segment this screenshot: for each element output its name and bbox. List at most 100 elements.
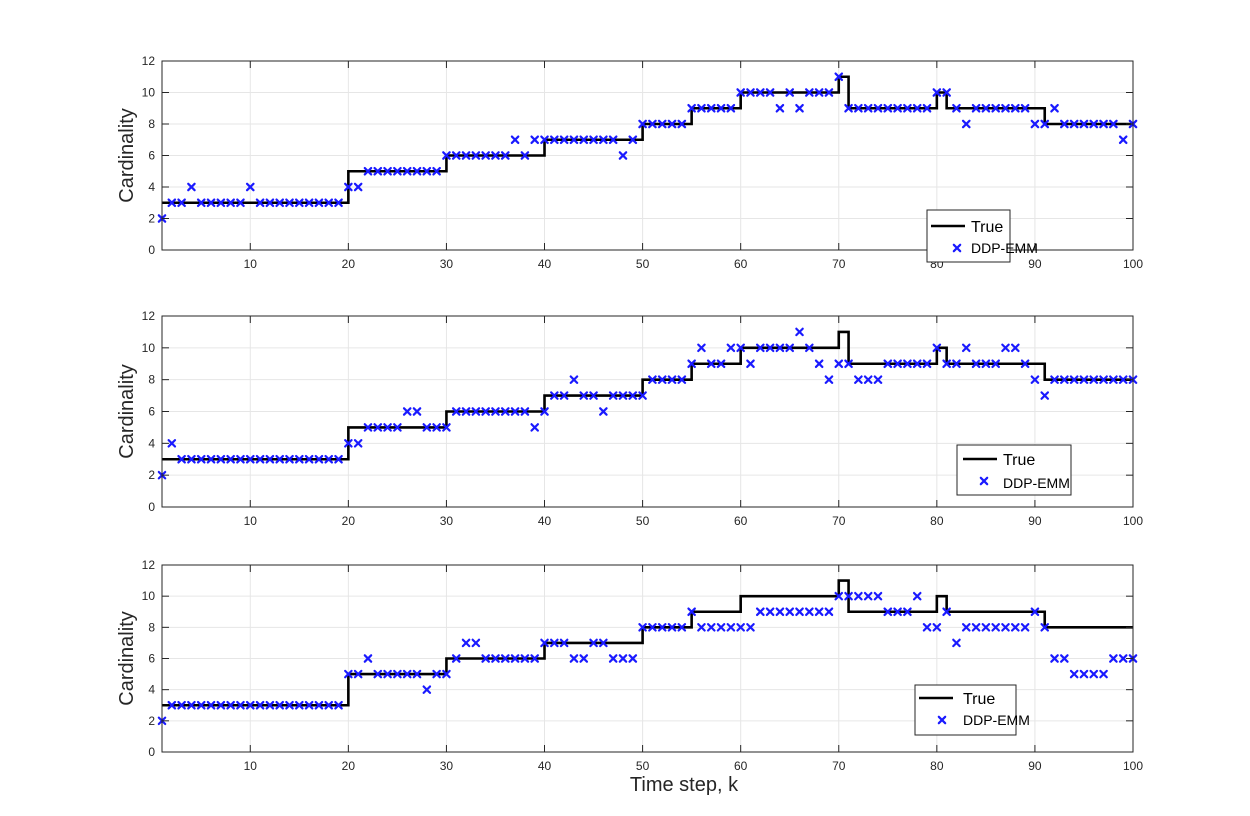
subplot-2-true-line xyxy=(162,330,1133,461)
subplot-3-ddp-emm-point-51 xyxy=(648,623,657,632)
subplot-2-ddp-emm-point-42 xyxy=(559,391,569,400)
subplot-2-ddp-emm-point-47 xyxy=(608,391,618,400)
subplot-2-ddp-emm-point-38 xyxy=(520,407,530,416)
subplot-3-ddp-emm-point-54 xyxy=(677,623,687,632)
subplot-1-ddp-emm-point-73 xyxy=(863,103,873,113)
subplot-1-xtick-label-40: 40 xyxy=(538,257,552,271)
subplot-3-ddp-emm-point-89 xyxy=(1020,623,1030,632)
subplot-2-legend-ddp-emm-label: DDP-EMM xyxy=(1003,475,1070,491)
subplot-3-ddp-emm-point-25 xyxy=(393,669,402,679)
subplot-2-ddp-emm-point-92 xyxy=(1050,375,1059,384)
subplot-1-ddp-emm-point-74 xyxy=(873,103,883,113)
subplot-2-ddp-emm-point-78 xyxy=(912,359,922,369)
subplot-2-legend-true-label: True xyxy=(1003,452,1035,469)
subplot-3-ddp-emm-point-91 xyxy=(1040,623,1050,632)
subplot-2-ddp-emm-point-75 xyxy=(883,359,893,369)
subplot-1-ddp-emm-point-99 xyxy=(1118,135,1128,145)
subplot-3-legend-ddp-emm-label: DDP-EMM xyxy=(963,712,1030,728)
subplot-1-ddp-emm-point-36 xyxy=(500,151,510,160)
subplot-1-ddp-emm-point-48 xyxy=(618,151,628,160)
subplot-3-ddp-emm-point-39 xyxy=(530,654,540,663)
subplot-2-ddp-emm-point-77 xyxy=(903,359,912,369)
subplot-3-true-line xyxy=(162,579,1133,707)
subplot-2-xtick-label-20: 20 xyxy=(342,514,356,528)
subplot-2-ddp-emm-point-61 xyxy=(746,359,755,369)
subplot-2-ddp-emm-point-4 xyxy=(187,454,196,464)
subplot-1-ddp-emm-point-47 xyxy=(608,135,618,145)
subplot-2-ylabel: Cardinality xyxy=(116,364,138,458)
subplot-2-ddp-emm-point-54 xyxy=(677,375,687,384)
subplot-3-ddp-emm-point-14 xyxy=(285,700,294,710)
subplot-2-ddp-emm-point-66 xyxy=(795,327,804,337)
subplot-2-xtick-label-60: 60 xyxy=(734,514,748,528)
subplot-1-legend-ddp-emm-label: DDP-EMM xyxy=(971,240,1038,256)
subplot-1-ddp-emm-point-64 xyxy=(775,103,785,113)
subplot-2-ddp-emm-point-53 xyxy=(667,375,677,384)
subplot-3-ddp-emm-point-68 xyxy=(814,607,824,617)
subplot-3-ddp-emm-point-58 xyxy=(716,623,726,632)
subplot-3-ddp-emm-point-23 xyxy=(373,669,383,679)
subplot-3-ddp-emm-point-3 xyxy=(177,700,186,710)
subplot-3: 10 20 30 40 50 60 70 80 90 100 0 2 4 6 8 10 12 True DDP-EM… xyxy=(116,558,1143,773)
subplot-3-ytick-label-4: 4 xyxy=(148,683,155,697)
subplot-2-ddp-emm-point-10 xyxy=(245,454,255,464)
subplot-3-ddp-emm-point-94 xyxy=(1069,669,1079,679)
subplot-1-ddp-emm-point-77 xyxy=(903,103,912,113)
subplot-1-ddp-emm-point-32 xyxy=(461,151,471,160)
subplot-1-ddp-emm-point-10 xyxy=(245,182,255,192)
subplot-2-ddp-emm-point-88 xyxy=(1011,343,1020,353)
subplot-1-ddp-emm-point-28 xyxy=(422,166,432,176)
subplot-2-ddp-emm-point-44 xyxy=(579,391,589,400)
subplot-3-ddp-emm-point-78 xyxy=(912,591,922,601)
subplot-2-ddp-emm-point-9 xyxy=(236,454,245,464)
subplot-2-ddp-emm-point-37 xyxy=(510,407,520,416)
subplot-2-ddp-emm-point-19 xyxy=(334,454,343,464)
subplot-1-ytick-label-2: 2 xyxy=(148,212,155,226)
subplot-3-ddp-emm-point-19 xyxy=(334,700,343,710)
subplot-3-ddp-emm-point-32 xyxy=(461,638,471,648)
subplot-2-ddp-emm-point-95 xyxy=(1079,375,1089,384)
subplot-1-ytick-label-6: 6 xyxy=(148,149,155,163)
subplot-1-ddp-emm-point-81 xyxy=(942,88,951,97)
subplot-2-ddp-emm-point-67 xyxy=(805,343,814,353)
subplot-2-ddp-emm-point-98 xyxy=(1109,375,1118,384)
subplot-3-ddp-emm-point-92 xyxy=(1050,654,1059,663)
subplot-2-ddp-emm-point-22 xyxy=(363,423,373,432)
subplot-3-ddp-emm-point-33 xyxy=(471,638,481,648)
subplot-2-ddp-emm-point-23 xyxy=(373,423,383,432)
subplot-3-ddp-emm-point-86 xyxy=(991,623,1000,632)
subplot-2-ddp-emm-point-71 xyxy=(844,359,853,369)
subplot-2-ddp-emm-point-14 xyxy=(285,454,294,464)
subplot-1-ddp-emm-point-42 xyxy=(559,135,569,145)
subplot-3-ddp-emm-point-18 xyxy=(324,700,334,710)
subplot-3-ddp-emm-point-37 xyxy=(510,654,520,663)
subplot-3-xtick-label-70: 70 xyxy=(832,759,846,773)
subplot-2-ddp-emm-point-29 xyxy=(432,423,441,432)
subplot-3-ddp-emm-point-13 xyxy=(275,700,284,710)
subplot-2-xtick-label-30: 30 xyxy=(440,514,454,528)
subplot-1-true-line xyxy=(162,75,1133,205)
subplot-2-ytick-label-6: 6 xyxy=(148,405,155,419)
subplot-2-ddp-emm-point-21 xyxy=(353,439,363,448)
subplot-3-ytick-label-12: 12 xyxy=(142,558,156,572)
subplot-1-ddp-emm-point-49 xyxy=(628,135,638,145)
subplot-1-ddp-emm-point-21 xyxy=(353,182,363,192)
subplot-2-ddp-emm-point-45 xyxy=(589,391,598,400)
subplot-3-ddp-emm-point-31 xyxy=(451,654,461,663)
subplot-3-ddp-emm-point-62 xyxy=(755,607,765,617)
subplot-2-ddp-emm-point-86 xyxy=(991,359,1000,369)
subplot-1-ddp-emm-point-94 xyxy=(1069,119,1079,129)
subplot-1: 10 20 30 40 50 60 70 80 90 100024681012TrueDDP-EM… xyxy=(116,54,1143,271)
subplot-1-ddp-emm-point-33 xyxy=(471,151,481,160)
subplot-1-ddp-emm-point-72 xyxy=(854,103,863,113)
subplot-1-ddp-emm-point-67 xyxy=(805,88,814,97)
subplot-3-ddp-emm-point-95 xyxy=(1079,669,1089,679)
subplot-2-ddp-emm-point-70 xyxy=(834,359,844,369)
subplot-2-ddp-emm-point-59 xyxy=(726,343,736,353)
subplot-1-ddp-emm-point-95 xyxy=(1079,119,1089,129)
subplot-2-ddp-emm-point-64 xyxy=(775,343,785,353)
subplot-2-ddp-emm-point-56 xyxy=(697,343,706,353)
subplot-3-ddp-emm-point-97 xyxy=(1099,669,1108,679)
subplot-2-ytick-label-4: 4 xyxy=(148,436,155,450)
subplot-2-ddp-emm-point-3 xyxy=(177,454,186,464)
